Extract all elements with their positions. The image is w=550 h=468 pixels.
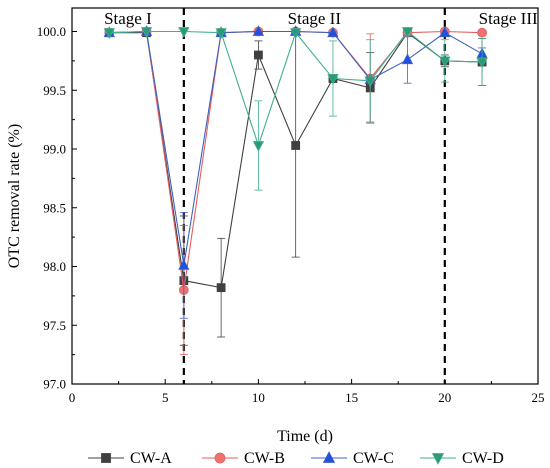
x-tick-label: 5 [162, 390, 169, 405]
data-point [439, 26, 451, 38]
axis-ticks: 0 5 10 15 20 25 97.0 97.5 98.0 98.5 99.0 99.5 100.0 [37, 24, 545, 405]
data-point [291, 141, 301, 150]
y-tick-label: 98.5 [43, 200, 66, 215]
legend-label: CW-D [462, 450, 504, 467]
legend-label: CW-C [353, 450, 394, 467]
x-tick-label: 0 [69, 390, 76, 405]
x-axis-title: Time (d) [277, 428, 333, 445]
data-point [140, 27, 153, 38]
y-tick-label: 100.0 [37, 24, 66, 39]
data-point [439, 56, 451, 68]
x-tick-label: 10 [252, 390, 265, 405]
data-point [327, 26, 339, 38]
legend-marker [322, 451, 336, 463]
data-point [401, 27, 414, 38]
data-point [327, 74, 339, 85]
y-tick-label: 97.5 [43, 318, 66, 333]
x-tick-label: 20 [438, 390, 451, 405]
x-tick-label: 25 [532, 390, 545, 405]
legend-marker [431, 453, 445, 465]
legend-marker [101, 453, 111, 463]
y-axis-title: OTC removal rate (%) [6, 124, 23, 268]
data-point [477, 27, 487, 38]
legend-marker [214, 452, 226, 464]
plot-frame [71, 7, 539, 385]
legend-label: CW-A [130, 450, 172, 467]
data-point [216, 283, 226, 293]
y-tick-label: 98.0 [43, 259, 66, 274]
y-tick-label: 99.5 [43, 83, 66, 98]
data-point [252, 141, 265, 152]
stage-labels: Stage I Stage II Stage III [104, 9, 538, 28]
data-point [290, 28, 302, 40]
data-point [252, 25, 265, 36]
legend-label: CW-B [244, 450, 285, 467]
stage-label: Stage III [479, 9, 538, 28]
data-point [253, 50, 263, 60]
x-tick-label: 15 [345, 390, 358, 405]
y-tick-label: 99.0 [43, 142, 66, 157]
legend: CW-A CW-B CW-C CW-D [88, 450, 504, 467]
data-point [364, 76, 376, 88]
y-tick-label: 97.0 [43, 377, 66, 392]
data-point [103, 28, 115, 40]
data-point [401, 53, 414, 65]
data-point [215, 28, 227, 40]
stage-label: Stage II [288, 9, 342, 28]
stage-dividers [182, 8, 446, 384]
data-point [178, 27, 190, 38]
series-cw-a [104, 28, 487, 346]
series-cw-d [103, 27, 488, 191]
data-point [476, 57, 488, 69]
stage-label: Stage I [104, 9, 152, 28]
series-layer [103, 25, 488, 356]
data-point [178, 258, 190, 270]
